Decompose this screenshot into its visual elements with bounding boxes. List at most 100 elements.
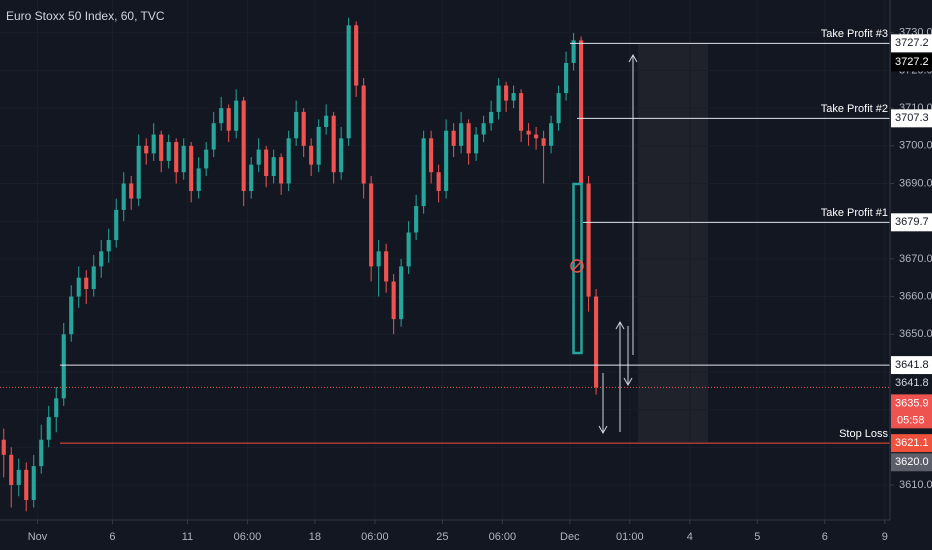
candle-body — [489, 111, 494, 124]
candle-body — [384, 251, 389, 282]
x-tick-label: 6 — [822, 531, 828, 543]
current-price-text: 3635.9 — [895, 397, 929, 409]
candle-body — [174, 142, 179, 173]
signal-icon-slash — [572, 261, 582, 271]
candle-body — [376, 251, 381, 267]
candle-body — [354, 25, 359, 86]
candle-body — [511, 93, 516, 101]
candle-body — [579, 40, 584, 184]
grid — [0, 0, 890, 520]
level-price-box — [891, 356, 932, 375]
x-tick-label: Dec — [560, 531, 580, 543]
candle-body — [264, 149, 269, 176]
x-tick-label: 06:00 — [234, 531, 262, 543]
level-price-box — [891, 109, 932, 128]
candle-body — [151, 134, 156, 154]
candle-body — [99, 251, 104, 267]
candle-body — [84, 277, 89, 290]
candle-body — [519, 93, 524, 131]
candle-body — [61, 334, 66, 399]
candle-body — [496, 85, 501, 112]
candle-body — [121, 183, 126, 210]
levels: Take Profit #3 Take Profit #2 Take Profit … — [0, 28, 890, 444]
candle-body — [459, 123, 464, 146]
candle-body — [166, 142, 171, 161]
candle-body — [504, 85, 509, 101]
level-price-alt-box — [891, 374, 932, 393]
candle-body — [294, 111, 299, 139]
candle-body — [279, 157, 284, 184]
candle-body — [144, 145, 149, 154]
candle-body — [451, 130, 456, 146]
level-price-alt-text: 3641.8 — [895, 377, 929, 389]
level-price-box — [891, 34, 932, 53]
candle-body — [211, 123, 216, 150]
candle-body — [481, 123, 486, 135]
candle-body — [256, 149, 261, 165]
candle-body — [271, 157, 276, 176]
level-label: Stop Loss — [839, 428, 888, 440]
candle-body — [406, 232, 411, 267]
x-tick-label: 06:00 — [489, 531, 517, 543]
candle-body — [54, 398, 59, 418]
level-price-box — [891, 213, 932, 232]
y-tick-label: 3690.0 — [899, 177, 932, 189]
arrows — [598, 53, 638, 435]
level-price-box — [891, 434, 932, 453]
candle-body — [324, 115, 329, 127]
candle-body — [196, 168, 201, 192]
candle-body — [16, 469, 21, 485]
y-tick-label: 3650.0 — [899, 328, 932, 340]
level-price-text: 3707.3 — [895, 112, 929, 124]
candle-body — [24, 469, 29, 501]
level-price-text: 3641.8 — [895, 359, 929, 371]
candle-body — [159, 134, 164, 161]
level-price-text: 3727.2 — [895, 37, 929, 49]
x-tick-label: 6 — [109, 531, 115, 543]
x-tick-label: 4 — [687, 531, 693, 543]
candle-body — [429, 138, 434, 173]
candle-body — [76, 277, 81, 297]
candle-body — [46, 417, 51, 440]
drawings — [570, 53, 638, 435]
candle-body — [91, 266, 96, 290]
candle-body — [106, 240, 111, 252]
chart-title: Euro Stoxx 50 Index, 60, TVC — [6, 9, 165, 23]
candle-body — [436, 172, 441, 192]
candle-body — [534, 134, 539, 139]
x-tick-label: 11 — [182, 531, 193, 543]
candle-body — [399, 266, 404, 320]
candle-body — [39, 439, 44, 467]
candle-body — [114, 209, 119, 241]
candle-body — [564, 62, 569, 94]
candles — [1, 17, 599, 512]
candle-body — [241, 100, 246, 192]
x-tick-label: 25 — [436, 531, 448, 543]
y-tick-label: 3670.0 — [899, 253, 932, 265]
candle-body — [31, 466, 36, 501]
candle-body — [346, 25, 351, 139]
current-price-box — [891, 394, 932, 429]
x-tick-label: 9 — [882, 531, 888, 543]
candle-body — [474, 134, 479, 154]
candle-body — [1, 439, 6, 455]
x-tick-label: 06:00 — [361, 531, 389, 543]
candle-body — [391, 281, 396, 320]
candle-body — [249, 164, 254, 192]
candle-body — [526, 130, 531, 135]
candle-body — [69, 296, 74, 335]
candle-body — [414, 206, 419, 233]
candle-body — [421, 138, 426, 207]
candle-body — [556, 93, 561, 124]
crosshair-price-text: 3620.0 — [895, 456, 929, 468]
candle-body — [316, 126, 321, 165]
level-label: Take Profit #3 — [821, 28, 888, 40]
level-price-alt-text: 3727.2 — [895, 56, 929, 68]
level-label: Take Profit #2 — [821, 103, 888, 115]
candle-body — [219, 108, 224, 124]
candle-body — [571, 40, 576, 63]
level-price-text: 3679.7 — [895, 216, 929, 228]
candle-body — [189, 145, 194, 192]
